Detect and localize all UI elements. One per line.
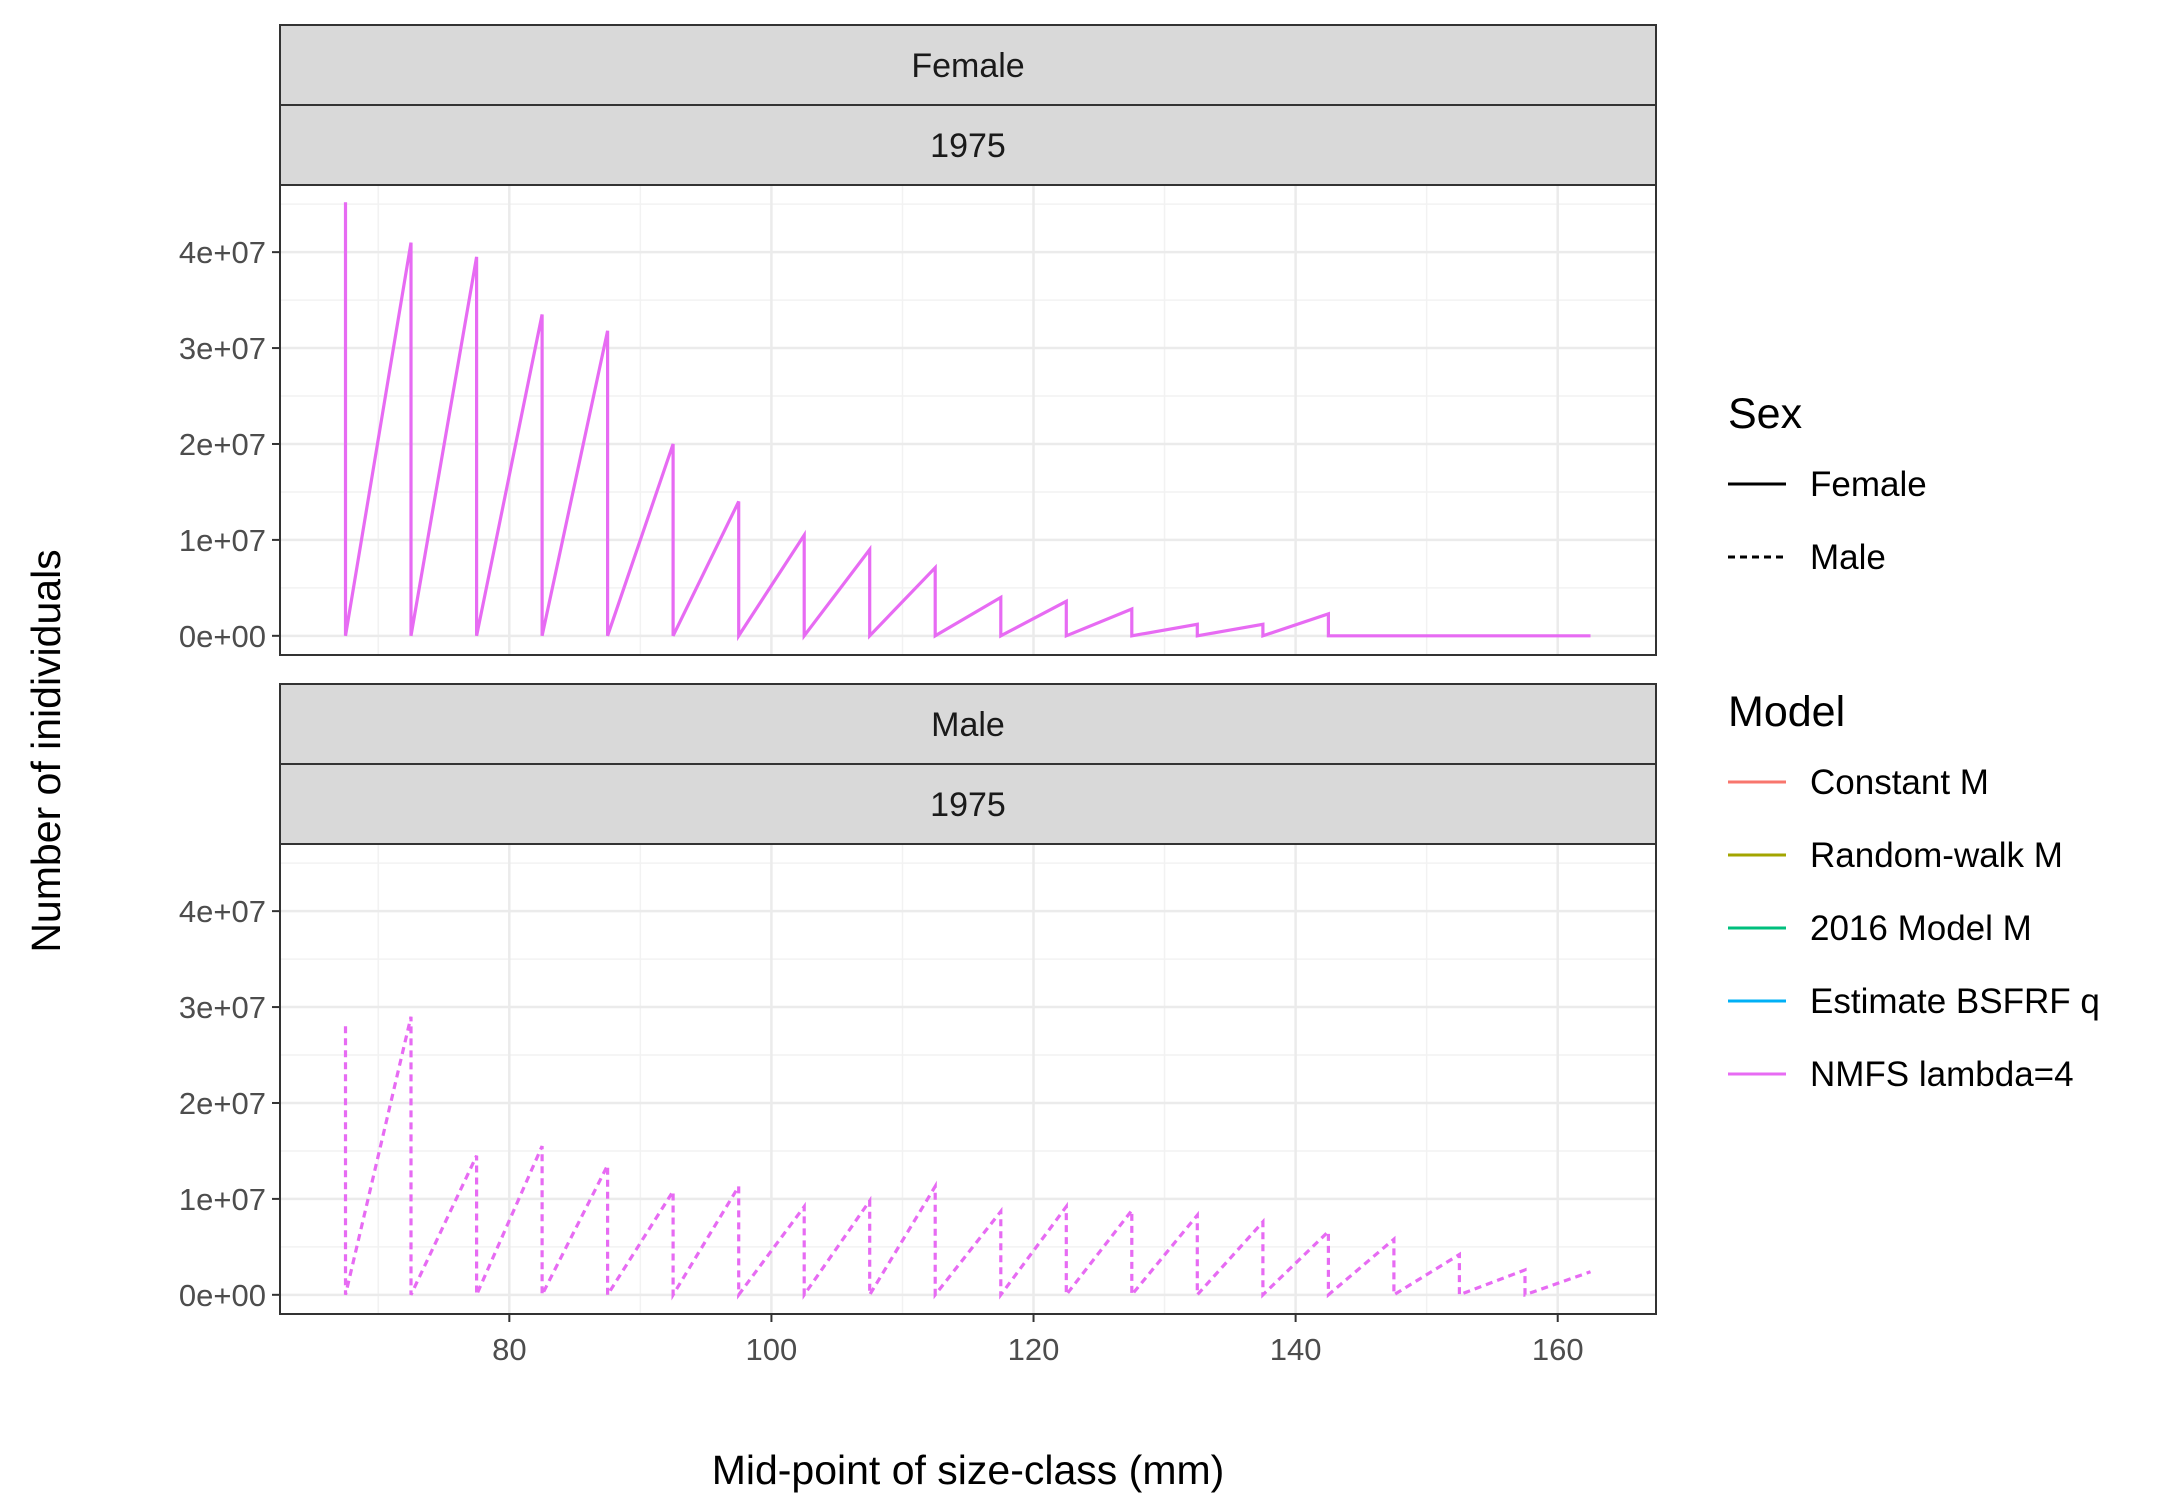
y-tick-label: 4e+07 xyxy=(179,235,266,270)
x-axis-title: Mid-point of size-class (mm) xyxy=(712,1447,1225,1493)
panel-border xyxy=(279,843,1657,1315)
y-tick-label: 2e+07 xyxy=(179,427,266,462)
legend-title-model: Model xyxy=(1728,688,1845,736)
x-tick-label: 80 xyxy=(492,1332,526,1367)
y-tick-label: 0e+00 xyxy=(179,619,266,654)
x-tick-label: 100 xyxy=(746,1332,798,1367)
y-tick-label: 0e+00 xyxy=(179,1278,266,1313)
x-tick-label: 140 xyxy=(1270,1332,1322,1367)
legend-label-model: Estimate BSFRF q xyxy=(1810,982,2100,1021)
series-line-female xyxy=(343,202,1591,642)
legend-label-model: 2016 Model M xyxy=(1810,909,2032,948)
y-tick-label: 2e+07 xyxy=(179,1086,266,1121)
y-axis-title: Number of inidividuals xyxy=(23,549,69,952)
legend-label-sex: Male xyxy=(1810,538,1886,577)
y-tick-label: 1e+07 xyxy=(179,1182,266,1217)
facet-strip-sex-label: Male xyxy=(931,706,1005,744)
series-line-male xyxy=(343,1016,1592,1301)
x-tick-label: 120 xyxy=(1008,1332,1060,1367)
legend-label-model: Constant M xyxy=(1810,763,1989,802)
facet-strip-sex xyxy=(279,24,1657,106)
y-tick-label: 1e+07 xyxy=(179,523,266,558)
y-tick-label: 3e+07 xyxy=(179,990,266,1025)
panel-background xyxy=(280,844,1656,1314)
facet-strip-year-label: 1975 xyxy=(930,786,1006,824)
facet-strip-year xyxy=(279,763,1657,845)
y-tick-label: 4e+07 xyxy=(179,894,266,929)
legend-label-sex: Female xyxy=(1810,465,1927,504)
facet-strip-sex xyxy=(279,683,1657,765)
x-tick-label: 160 xyxy=(1532,1332,1584,1367)
legend-title-sex: Sex xyxy=(1728,390,1803,438)
legend-label-model: Random-walk M xyxy=(1810,836,2063,875)
panel-border xyxy=(279,184,1657,656)
facet-strip-year-label: 1975 xyxy=(930,127,1006,165)
y-tick-label: 3e+07 xyxy=(179,331,266,366)
legend-label-model: NMFS lambda=4 xyxy=(1810,1055,2074,1094)
facet-strip-sex-label: Female xyxy=(911,47,1024,85)
facet-strip-year xyxy=(279,104,1657,186)
